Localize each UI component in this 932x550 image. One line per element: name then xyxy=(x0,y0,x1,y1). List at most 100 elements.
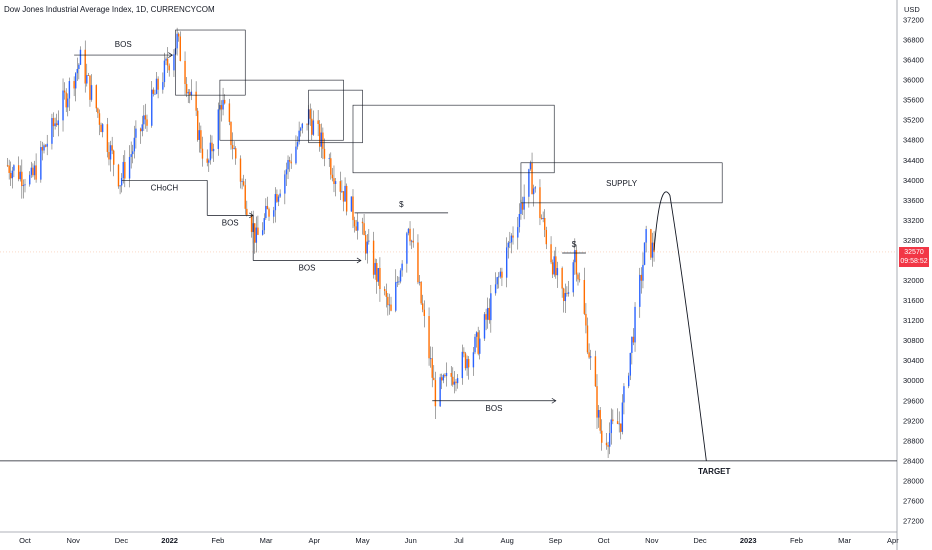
candle-body xyxy=(366,241,368,254)
y-tick-label: 31200 xyxy=(903,316,924,325)
candle-body xyxy=(499,271,502,277)
candle-body xyxy=(222,99,224,110)
candle-body xyxy=(146,119,148,126)
candle-body xyxy=(130,154,132,157)
candle-body xyxy=(201,148,204,159)
candle-body xyxy=(434,380,437,407)
candle-body xyxy=(228,103,231,122)
structure-arrow xyxy=(356,257,362,264)
candle-body xyxy=(467,359,470,368)
candle-body xyxy=(444,374,446,377)
candle-body xyxy=(390,304,392,311)
candle-body xyxy=(395,282,397,311)
candle-body xyxy=(639,274,641,307)
candle-body xyxy=(246,208,248,216)
candle-body xyxy=(640,274,643,281)
price-tag[interactable]: 32570 09:58:52 xyxy=(899,247,929,267)
candle-body xyxy=(585,313,587,326)
y-tick-label: 35200 xyxy=(903,116,924,125)
candle-body xyxy=(642,264,644,281)
candle-body xyxy=(612,419,614,422)
candle-body xyxy=(141,124,143,132)
candle-body xyxy=(399,270,402,282)
candle-body xyxy=(230,121,232,146)
candle-body xyxy=(44,145,47,147)
y-tick-label: 34800 xyxy=(903,136,924,145)
candle-body xyxy=(189,92,191,96)
candle-body xyxy=(583,279,586,314)
candle-body xyxy=(268,209,270,217)
candle-body xyxy=(379,268,381,290)
candle-body xyxy=(483,314,486,339)
candle-body xyxy=(241,181,243,183)
y-tick-label: 31600 xyxy=(903,296,924,305)
candle-body xyxy=(43,145,45,151)
candle-body xyxy=(250,215,253,233)
candle-body xyxy=(322,132,324,149)
x-tick-label: 2023 xyxy=(740,536,757,545)
x-tick-label: Mar xyxy=(260,536,273,545)
candle-body xyxy=(261,230,264,235)
structure-label: $ xyxy=(572,240,577,249)
candle-body xyxy=(274,194,277,211)
candle-body xyxy=(287,160,289,170)
candle-body xyxy=(344,185,346,202)
y-tick-label: 29200 xyxy=(903,416,924,425)
candle-body xyxy=(472,352,475,368)
candle-body xyxy=(645,229,647,243)
candle-body xyxy=(634,306,636,343)
x-tick-label: Aug xyxy=(500,536,513,545)
candle-body xyxy=(285,169,288,175)
candle-body xyxy=(235,148,237,159)
structure-arrow xyxy=(551,397,557,404)
candle-body xyxy=(561,268,563,289)
candle-body xyxy=(244,185,246,209)
candle-body xyxy=(410,240,413,242)
candle-body xyxy=(601,430,603,443)
order-block-box xyxy=(219,79,344,141)
candle-body xyxy=(372,240,375,275)
candle-body xyxy=(532,188,535,195)
structure-label: BOS xyxy=(115,40,132,49)
candle-body xyxy=(529,162,532,170)
candle-body xyxy=(523,196,525,210)
candle-body xyxy=(266,205,269,210)
candle-body xyxy=(418,281,421,283)
candle-body xyxy=(298,130,300,142)
y-tick-label: 30000 xyxy=(903,376,924,385)
candle-body xyxy=(296,141,299,147)
supply-label: SUPPLY xyxy=(606,179,638,188)
candle-body xyxy=(323,148,326,159)
candle-body xyxy=(223,99,226,104)
candle-body xyxy=(300,128,302,131)
y-tick-label: 36400 xyxy=(903,56,924,65)
structure-label: CHoCH xyxy=(151,183,179,192)
candle-body xyxy=(13,165,15,171)
candle-body xyxy=(441,377,443,381)
candle-body xyxy=(618,423,620,425)
candle-body xyxy=(90,85,93,100)
candle-body xyxy=(67,98,69,108)
candle-body xyxy=(555,256,557,276)
candle-body xyxy=(86,75,88,84)
annotations: SUPPLY TARGET BOS CHoCH BOS BOS $ $ BOS xyxy=(0,29,897,476)
candle-body xyxy=(330,158,332,175)
candle-body xyxy=(488,307,490,321)
candle-body xyxy=(128,156,131,179)
candle-body xyxy=(152,89,155,94)
candle-body xyxy=(544,217,546,231)
candle-body xyxy=(22,185,25,187)
candle-body xyxy=(198,130,200,140)
candle-body xyxy=(431,358,433,378)
candle-body xyxy=(521,203,524,210)
candle-body xyxy=(89,75,91,100)
candle-body xyxy=(328,158,330,160)
candle-body xyxy=(35,165,37,180)
candle-body xyxy=(190,91,193,96)
candle-body xyxy=(387,296,389,306)
candle-body xyxy=(75,73,77,89)
x-tick-label: Feb xyxy=(211,536,224,545)
currency-label: USD xyxy=(904,5,920,14)
candle-body xyxy=(540,218,543,220)
